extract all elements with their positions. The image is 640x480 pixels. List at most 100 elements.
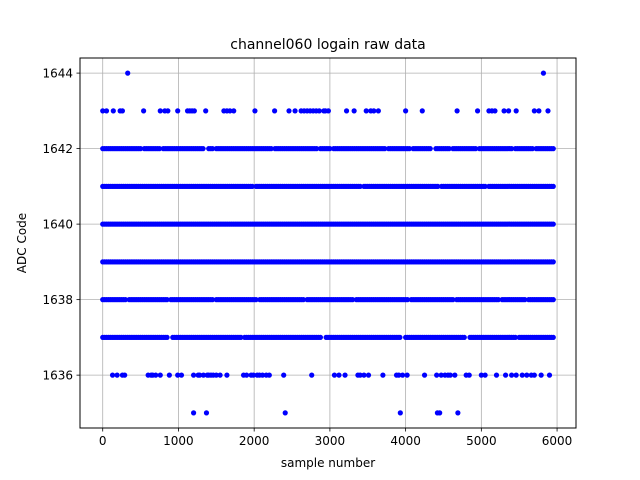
data-point [197,372,203,378]
data-point [292,108,298,114]
data-point [357,372,363,378]
data-point [461,334,467,340]
y-tick-label: 1638 [42,293,73,307]
x-tick-label: 5000 [466,434,497,448]
y-tick-label: 1642 [42,142,73,156]
plot-frame [79,57,577,429]
data-point [350,297,356,303]
data-point [336,372,342,378]
data-point [438,372,444,378]
data-point [365,372,372,378]
data-point [157,372,163,378]
data-point [435,183,441,189]
data-point [509,372,515,378]
data-point [513,372,519,378]
data-point [238,334,244,340]
x-tick-label: 1000 [163,434,194,448]
data-point [509,146,515,152]
data-point [403,108,409,114]
data-point [452,372,458,378]
data-point [190,372,197,378]
data-point [314,146,320,152]
data-point [209,297,216,303]
data-point [550,146,556,152]
data-point [546,372,553,378]
data-point [550,334,556,340]
plot-area [80,58,576,428]
data-point [209,146,216,152]
y-tick-label: 1636 [42,369,73,383]
data-point [137,146,144,152]
data-point [473,146,479,152]
data-point [501,108,507,114]
data-point [363,108,369,114]
data-point [259,372,266,378]
chart-title: channel060 logain raw data [230,37,425,53]
x-tick-label: 0 [99,434,107,448]
data-point [178,372,185,378]
y-axis-label: ADC Code [15,213,29,273]
data-point [343,108,350,114]
data-point [380,372,386,378]
data-point [434,372,440,378]
data-point [282,410,288,416]
data-point [249,183,255,189]
x-axis-label: sample number [281,456,375,470]
data-point [512,334,519,340]
data-point [272,108,278,114]
data-point [309,372,315,378]
data-point [331,372,338,378]
data-point [327,146,333,152]
data-point [191,108,197,114]
data-point [529,146,536,152]
x-tick-label: 3000 [315,434,346,448]
data-point [200,146,206,152]
data-point [382,146,388,152]
data-point [103,108,110,114]
data-point [399,372,406,378]
data-point [446,146,452,152]
data-point [286,108,292,114]
data-point [550,221,556,227]
data-point [250,372,257,378]
data-point [203,410,210,416]
data-point [224,372,230,378]
data-point [493,372,500,378]
data-point [404,297,411,303]
data-point [213,372,219,378]
data-point [100,108,106,114]
data-point [437,410,443,416]
data-point [531,108,537,114]
data-point [397,334,403,340]
data-point [164,334,170,340]
data-point [119,108,126,114]
data-point [157,108,163,114]
data-point [540,70,547,76]
data-point [316,108,322,114]
data-point [550,259,556,265]
data-point [244,372,250,378]
data-point [495,297,501,303]
data-point [404,372,410,378]
data-point [531,372,537,378]
x-tick-label: 6000 [542,434,573,448]
data-point [164,297,170,303]
data-point [110,108,116,114]
data-point [252,108,258,114]
x-tick-label: 2000 [239,434,270,448]
data-point [427,146,433,152]
data-point [268,146,274,152]
data-point [231,108,237,114]
data-point [253,297,259,303]
data-point [266,372,272,378]
data-point [397,410,403,416]
data-point [325,108,331,114]
data-point [122,372,128,378]
data-point [482,372,488,378]
data-point [122,297,129,303]
y-tick-label: 1644 [42,67,73,81]
data-point [156,146,163,152]
data-point [190,410,197,416]
data-point [419,108,425,114]
data-point [538,372,544,378]
